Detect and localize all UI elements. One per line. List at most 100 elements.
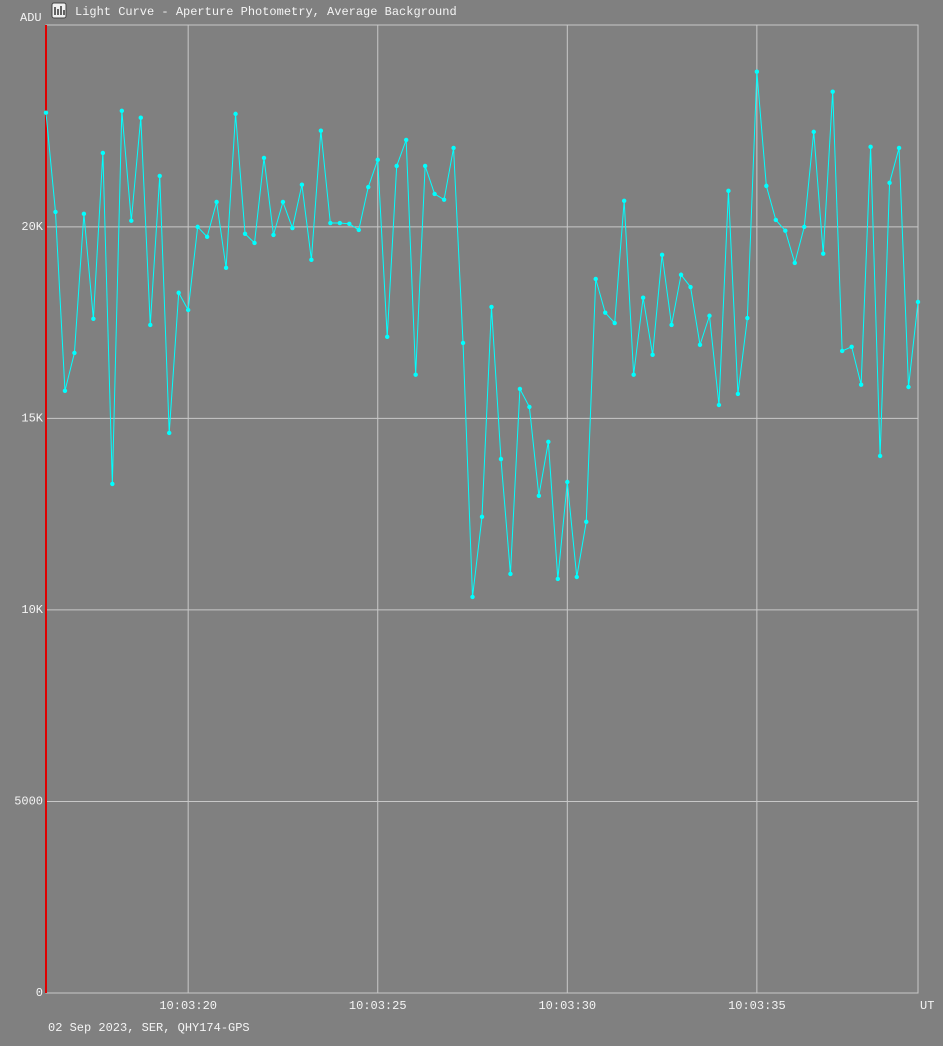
data-point — [726, 188, 731, 194]
data-point — [403, 137, 409, 143]
data-point — [631, 372, 636, 377]
data-point — [877, 453, 883, 459]
data-point — [432, 191, 437, 197]
data-point — [536, 493, 542, 498]
data-point — [517, 386, 523, 392]
data-point — [678, 272, 684, 277]
data-point — [802, 224, 807, 230]
y-tick-label: 0 — [36, 986, 43, 1000]
data-point — [138, 115, 143, 120]
data-point — [574, 574, 579, 580]
data-point — [839, 348, 845, 354]
footer: 02 Sep 2023, SER, QHY174-GPS — [48, 1021, 250, 1035]
app-icon-glyph — [54, 6, 65, 15]
data-point — [565, 479, 570, 485]
data-point — [896, 145, 902, 151]
data-point — [640, 295, 646, 300]
data-point — [716, 402, 722, 408]
data-point — [811, 129, 816, 135]
data-point — [745, 315, 750, 321]
data-point — [422, 163, 428, 169]
data-point — [223, 265, 229, 271]
data-point — [167, 430, 172, 436]
data-point — [858, 382, 864, 387]
data-point — [783, 228, 788, 233]
data-point — [669, 322, 674, 328]
data-point — [72, 350, 77, 356]
data-point — [214, 199, 219, 205]
data-point — [290, 225, 295, 231]
data-point — [328, 220, 333, 226]
x-tick-label: 10:03:35 — [728, 999, 786, 1013]
data-point — [584, 519, 589, 525]
data-point — [366, 184, 371, 190]
data-point — [43, 110, 49, 115]
data-point — [91, 316, 96, 322]
data-point — [119, 108, 125, 114]
data-point — [299, 182, 305, 187]
data-point — [754, 69, 760, 74]
data-point — [764, 183, 769, 189]
data-point — [868, 144, 873, 150]
data-point — [688, 284, 693, 290]
data-point — [792, 260, 797, 266]
data-point — [233, 111, 238, 117]
data-point — [621, 198, 627, 204]
data-point — [735, 391, 741, 397]
data-point — [337, 220, 343, 226]
data-point — [479, 514, 485, 520]
y-axis-label: ADU — [20, 11, 42, 25]
chart-title: Light Curve - Aperture Photometry, Avera… — [75, 5, 457, 19]
y-tick-label: 10K — [21, 603, 43, 617]
data-point — [451, 145, 456, 151]
data-point — [603, 310, 608, 315]
x-tick-label: 10:03:30 — [538, 999, 596, 1013]
data-point — [555, 576, 561, 582]
data-point — [546, 439, 551, 444]
y-tick-label: 20K — [21, 220, 43, 234]
data-point — [659, 252, 665, 258]
data-point — [697, 342, 703, 348]
data-point — [830, 89, 835, 94]
data-point — [148, 322, 153, 328]
data-point — [110, 481, 115, 487]
data-point — [394, 163, 399, 169]
data-point — [81, 211, 87, 217]
data-point — [53, 209, 58, 215]
data-point — [593, 276, 598, 282]
data-point — [906, 384, 911, 390]
data-point — [707, 313, 712, 318]
x-tick-label: 10:03:20 — [159, 999, 217, 1013]
data-point — [271, 232, 276, 238]
data-point — [441, 197, 447, 202]
y-tick-label: 15K — [21, 412, 43, 426]
data-point — [242, 231, 248, 236]
data-point — [129, 218, 134, 223]
data-point — [527, 404, 532, 410]
data-point — [385, 334, 390, 340]
data-point — [261, 155, 267, 161]
x-tick-label: 10:03:25 — [349, 999, 407, 1013]
data-point — [252, 240, 257, 246]
y-tick-label: 5000 — [14, 795, 43, 809]
data-point — [915, 299, 921, 305]
data-point — [470, 594, 475, 600]
data-point — [650, 352, 655, 358]
data-point — [309, 257, 314, 263]
data-point — [347, 221, 352, 227]
data-point — [318, 128, 324, 133]
data-point — [849, 344, 854, 349]
data-point — [612, 320, 617, 326]
data-point — [460, 340, 466, 346]
data-point — [498, 456, 504, 462]
data-point — [489, 304, 494, 310]
data-point — [773, 217, 779, 223]
data-point — [195, 224, 200, 230]
data-point — [62, 388, 68, 394]
data-point — [280, 199, 286, 205]
data-point — [100, 150, 106, 156]
data-point — [413, 372, 418, 377]
data-point — [356, 227, 361, 233]
